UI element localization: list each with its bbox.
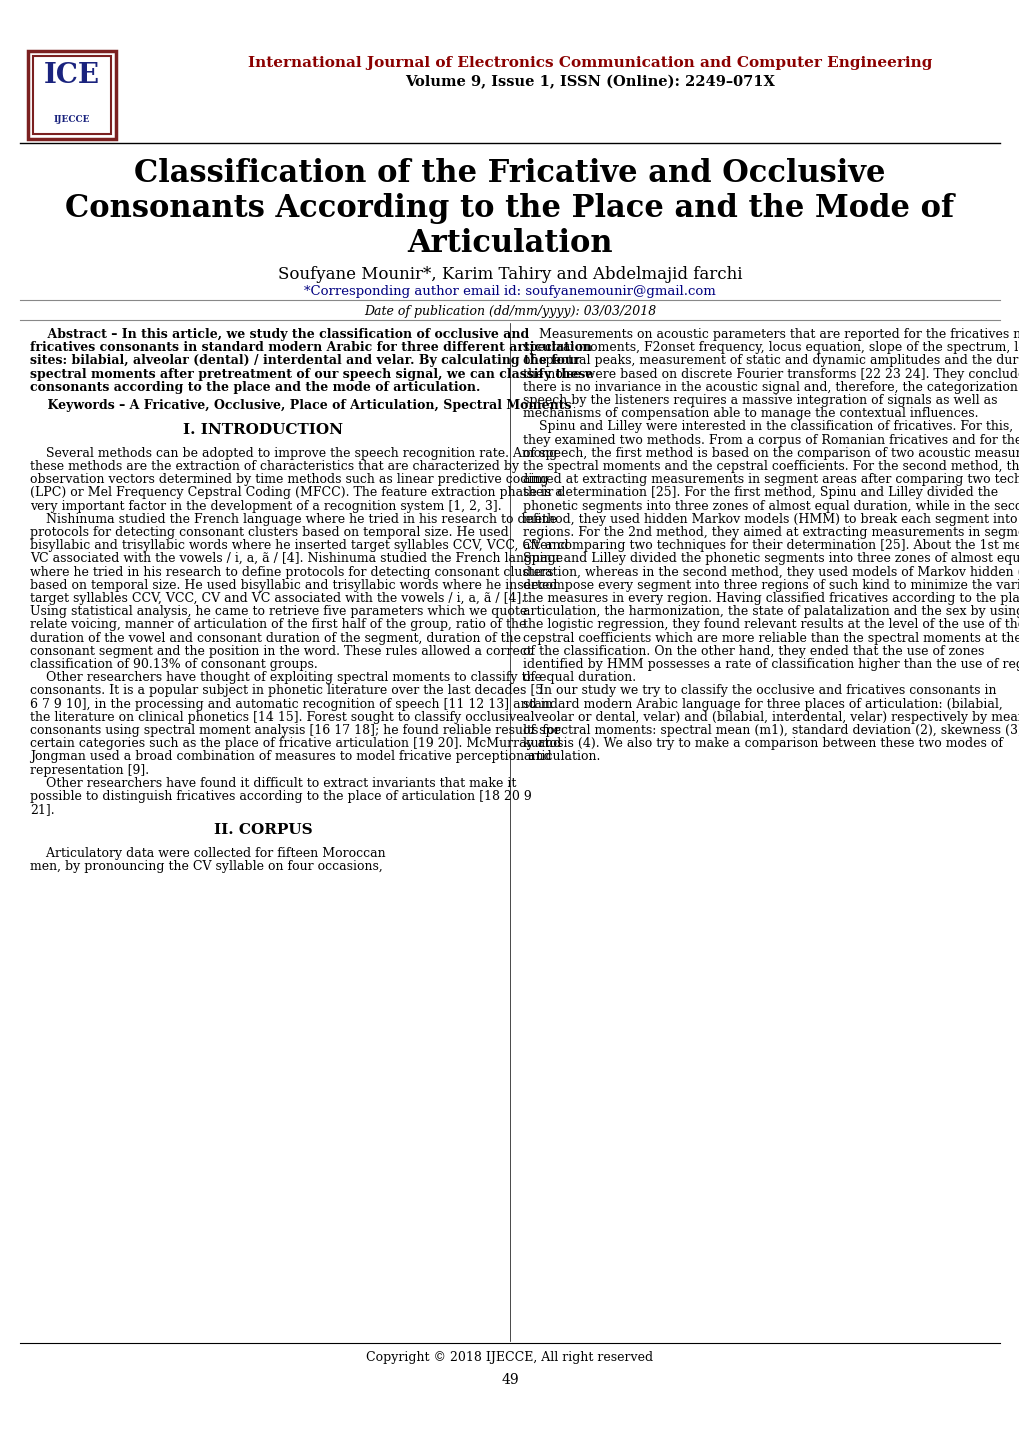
Text: the literature on clinical phonetics [14 15]. Forest sought to classify occlusiv: the literature on clinical phonetics [14…: [30, 710, 523, 723]
Text: consonant segment and the position in the word. These rules allowed a correct: consonant segment and the position in th…: [30, 644, 531, 657]
Text: Date of publication (dd/mm/yyyy): 03/03/2018: Date of publication (dd/mm/yyyy): 03/03/…: [364, 305, 655, 318]
Text: of equal duration.: of equal duration.: [523, 672, 636, 684]
FancyBboxPatch shape: [28, 50, 116, 138]
Text: based on temporal size. He used bisyllabic and trisyllabic words where he insert: based on temporal size. He used bisyllab…: [30, 579, 557, 592]
Text: (LPC) or Mel Frequency Cepstral Coding (MFCC). The feature extraction phase is a: (LPC) or Mel Frequency Cepstral Coding (…: [30, 487, 562, 500]
Text: where he tried in his research to define protocols for detecting consonant clust: where he tried in his research to define…: [30, 566, 553, 579]
Text: men, by pronouncing the CV syllable on four occasions,: men, by pronouncing the CV syllable on f…: [30, 860, 382, 873]
Text: Other researchers have found it difficult to extract invariants that make it: Other researchers have found it difficul…: [30, 777, 516, 790]
Text: cepstral coefficients which are more reliable than the spectral moments at the l: cepstral coefficients which are more rel…: [523, 631, 1019, 644]
Text: bisyllabic and trisyllabic words where he inserted target syllables CCV, VCC, CV: bisyllabic and trisyllabic words where h…: [30, 539, 568, 552]
Text: duration of the vowel and consonant duration of the segment, duration of the: duration of the vowel and consonant dura…: [30, 631, 521, 644]
Text: consonants. It is a popular subject in phonetic literature over the last decades: consonants. It is a popular subject in p…: [30, 684, 542, 697]
Text: speech by the listeners requires a massive integration of signals as well as: speech by the listeners requires a massi…: [523, 393, 997, 406]
Text: articulation, the harmonization, the state of palatalization and the sex by usin: articulation, the harmonization, the sta…: [523, 605, 1019, 618]
Text: regions. For the 2nd method, they aimed at extracting measurements in segments a: regions. For the 2nd method, they aimed …: [523, 526, 1019, 539]
Text: Articulation: Articulation: [407, 228, 612, 259]
Text: Articulatory data were collected for fifteen Moroccan: Articulatory data were collected for fif…: [30, 847, 385, 860]
Text: consonants using spectral moment analysis [16 17 18]; he found reliable results : consonants using spectral moment analysi…: [30, 723, 560, 736]
Text: fricatives consonants in standard modern Arabic for three different articulation: fricatives consonants in standard modern…: [30, 342, 591, 354]
Text: Measurements on acoustic parameters that are reported for the fricatives namely:: Measurements on acoustic parameters that…: [523, 329, 1019, 342]
Text: classification of 90.13% of consonant groups.: classification of 90.13% of consonant gr…: [30, 659, 318, 672]
Text: target syllables CCV, VCC, CV and VC associated with the vowels / i, a, ã / [4].: target syllables CCV, VCC, CV and VC ass…: [30, 592, 525, 605]
Text: these methods are the extraction of characteristics that are characterized by: these methods are the extraction of char…: [30, 460, 519, 473]
Text: alveolar or dental, velar) and (bilabial, interdental, velar) respectively by me: alveolar or dental, velar) and (bilabial…: [523, 710, 1019, 723]
Text: their determination [25]. For the first method, Spinu and Lilley divided the: their determination [25]. For the first …: [523, 487, 998, 500]
Text: Spinu and Lilley were interested in the classification of fricatives. For this,: Spinu and Lilley were interested in the …: [523, 421, 1012, 434]
Text: possible to distinguish fricatives according to the place of articulation [18 20: possible to distinguish fricatives accor…: [30, 790, 531, 803]
Text: phonetic segments into three zones of almost equal duration, while in the second: phonetic segments into three zones of al…: [523, 500, 1019, 513]
Text: II. CORPUS: II. CORPUS: [214, 823, 313, 837]
Text: Nishinuma studied the French language where he tried in his research to define: Nishinuma studied the French language wh…: [30, 513, 556, 526]
Text: Jongman used a broad combination of measures to model fricative perception and: Jongman used a broad combination of meas…: [30, 751, 551, 764]
Text: identified by HMM possesses a rate of classification higher than the use of regi: identified by HMM possesses a rate of cl…: [523, 659, 1019, 672]
Text: Abstract – In this article, we study the classification of occlusive and: Abstract – In this article, we study the…: [30, 329, 529, 342]
Text: Soufyane Mounir*, Karim Tahiry and Abdelmajid farchi: Soufyane Mounir*, Karim Tahiry and Abdel…: [277, 267, 742, 282]
Text: articulation.: articulation.: [523, 751, 600, 764]
Text: International Journal of Electronics Communication and Computer Engineering: International Journal of Electronics Com…: [248, 56, 931, 71]
Text: of the classification. On the other hand, they ended that the use of zones: of the classification. On the other hand…: [523, 644, 983, 657]
Text: method, they used hidden Markov models (HMM) to break each segment into three: method, they used hidden Markov models (…: [523, 513, 1019, 526]
Text: I. INTRODUCTION: I. INTRODUCTION: [183, 424, 343, 437]
Text: Using statistical analysis, he came to retrieve five parameters which we quote: Using statistical analysis, he came to r…: [30, 605, 527, 618]
Text: Several methods can be adopted to improve the speech recognition rate. Among: Several methods can be adopted to improv…: [30, 447, 556, 460]
Text: decompose every segment into three regions of such kind to minimize the variance: decompose every segment into three regio…: [523, 579, 1019, 592]
Text: Volume 9, Issue 1, ISSN (Online): 2249–071X: Volume 9, Issue 1, ISSN (Online): 2249–0…: [405, 75, 774, 89]
Text: after comparing two techniques for their determination [25]. About the 1st metho: after comparing two techniques for their…: [523, 539, 1019, 552]
Text: of spectral moments: spectral mean (m1), standard deviation (2), skewness (3) an: of spectral moments: spectral mean (m1),…: [523, 723, 1019, 736]
Text: Consonants According to the Place and the Mode of: Consonants According to the Place and th…: [65, 193, 954, 223]
Text: aimed at extracting measurements in segment areas after comparing two techniques: aimed at extracting measurements in segm…: [523, 473, 1019, 486]
Text: very important factor in the development of a recognition system [1, 2, 3].: very important factor in the development…: [30, 500, 501, 513]
Text: representation [9].: representation [9].: [30, 764, 149, 777]
Text: IJECCE: IJECCE: [54, 115, 90, 124]
Text: relate voicing, manner of articulation of the first half of the group, ratio of : relate voicing, manner of articulation o…: [30, 618, 526, 631]
Text: sites: bilabial, alveolar (dental) / interdental and velar. By calculating the f: sites: bilabial, alveolar (dental) / int…: [30, 354, 580, 367]
Text: consonants according to the place and the mode of articulation.: consonants according to the place and th…: [30, 380, 480, 393]
Text: Keywords – A Fricative, Occlusive, Place of Articulation, Spectral Moments: Keywords – A Fricative, Occlusive, Place…: [30, 399, 571, 412]
Text: protocols for detecting consonant clusters based on temporal size. He used: protocols for detecting consonant cluste…: [30, 526, 508, 539]
Text: Spinu and Lilley divided the phonetic segments into three zones of almost equal: Spinu and Lilley divided the phonetic se…: [523, 552, 1019, 565]
Text: there is no invariance in the acoustic signal and, therefore, the categorization: there is no invariance in the acoustic s…: [523, 380, 1019, 393]
Text: kurtosis (4). We also try to make a comparison between these two modes of: kurtosis (4). We also try to make a comp…: [523, 738, 1002, 751]
Text: the spectral moments and the cepstral coefficients. For the second method, they: the spectral moments and the cepstral co…: [523, 460, 1019, 473]
Text: observation vectors determined by time methods such as linear predictive coding: observation vectors determined by time m…: [30, 473, 548, 486]
Text: duration, whereas in the second method, they used models of Markov hidden (HMM) : duration, whereas in the second method, …: [523, 566, 1019, 579]
Text: standard modern Arabic language for three places of articulation: (bilabial,: standard modern Arabic language for thre…: [523, 697, 1002, 710]
Text: 21].: 21].: [30, 803, 55, 816]
Text: Other researchers have thought of exploiting spectral moments to classify the: Other researchers have thought of exploi…: [30, 672, 541, 684]
Text: of speech, the first method is based on the comparison of two acoustic measureme: of speech, the first method is based on …: [523, 447, 1019, 460]
Text: certain categories such as the place of fricative articulation [19 20]. McMurray: certain categories such as the place of …: [30, 738, 560, 751]
Text: In our study we try to classify the occlusive and fricatives consonants in: In our study we try to classify the occl…: [523, 684, 996, 697]
Text: 49: 49: [500, 1373, 519, 1388]
Text: ICE: ICE: [44, 62, 100, 89]
Text: 6 7 9 10], in the processing and automatic recognition of speech [11 12 13] and : 6 7 9 10], in the processing and automat…: [30, 697, 552, 710]
Text: they examined two methods. From a corpus of Romanian fricatives and for the codi: they examined two methods. From a corpus…: [523, 434, 1019, 447]
FancyBboxPatch shape: [33, 56, 111, 134]
Text: mechanisms of compensation able to manage the contextual influences.: mechanisms of compensation able to manag…: [523, 408, 977, 421]
Text: the logistic regression, they found relevant results at the level of the use of : the logistic regression, they found rele…: [523, 618, 1019, 631]
Text: of spectral peaks, measurement of static and dynamic amplitudes and the duration: of spectral peaks, measurement of static…: [523, 354, 1019, 367]
Text: spectral moments, F2onset frequency, locus equation, slope of the spectrum, loca: spectral moments, F2onset frequency, loc…: [523, 342, 1019, 354]
Text: Classification of the Fricative and Occlusive: Classification of the Fricative and Occl…: [135, 159, 884, 189]
Text: Copyright © 2018 IJECCE, All right reserved: Copyright © 2018 IJECCE, All right reser…: [366, 1352, 653, 1365]
Text: the measures in every region. Having classified fricatives according to the plac: the measures in every region. Having cla…: [523, 592, 1019, 605]
Text: VC associated with the vowels / i, a, ã / [4]. Nishinuma studied the French lang: VC associated with the vowels / i, a, ã …: [30, 552, 562, 565]
Text: *Corresponding author email id: soufyanemounir@gmail.com: *Corresponding author email id: soufyane…: [304, 285, 715, 298]
Text: spectral moments after pretreatment of our speech signal, we can classify these: spectral moments after pretreatment of o…: [30, 367, 593, 380]
Text: the noise were based on discrete Fourier transforms [22 23 24]. They concluded t: the noise were based on discrete Fourier…: [523, 367, 1019, 380]
